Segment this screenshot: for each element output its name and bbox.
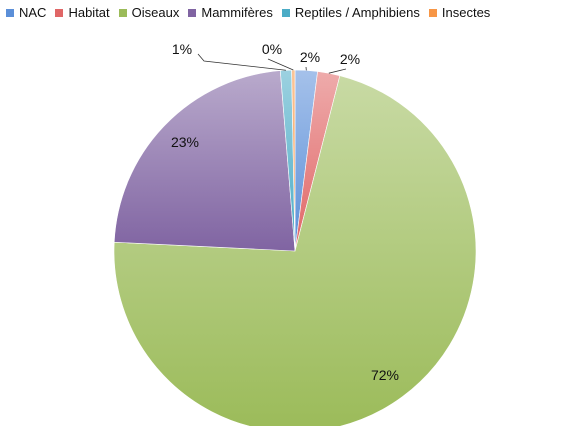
leader-line-habitat: [328, 68, 347, 74]
data-label-oiseaux: 72%: [371, 367, 399, 383]
data-labels: 2% 2% 72% 23% 1% 0%: [171, 41, 399, 383]
data-label-habitat: 2%: [340, 51, 360, 67]
legend-swatch-reptiles-amphibiens: [281, 8, 290, 17]
legend-item-mammiferes: Mammifères: [188, 5, 273, 20]
legend-item-insectes: Insectes: [428, 5, 491, 20]
legend-swatch-nac: [6, 8, 14, 17]
legend-item-reptiles-amphibiens: Reptiles / Amphibiens: [281, 5, 420, 20]
data-label-insectes: 0%: [262, 41, 282, 57]
legend-swatch-habitat: [55, 8, 64, 17]
data-label-reptiles-amphibiens: 1%: [172, 41, 192, 57]
legend-swatch-insectes: [428, 8, 437, 17]
pie-slice-oiseaux: [113, 75, 477, 426]
legend-label-habitat: Habitat: [68, 5, 110, 20]
legend-swatch-oiseaux: [118, 8, 127, 17]
leader-line-reptiles-amphibiens: [197, 53, 286, 71]
legend-label-oiseaux: Oiseaux: [131, 5, 180, 20]
pie-slice-insectes: [291, 69, 296, 252]
leader-lines: [197, 53, 347, 74]
legend-item-nac: NAC: [6, 5, 46, 20]
data-label-mammiferes: 23%: [171, 134, 199, 150]
chart-legend: NAC Habitat Oiseaux Mammifères Reptiles …: [6, 5, 499, 20]
legend-swatch-mammiferes: [188, 8, 197, 17]
pie-slice-mammiferes: [113, 70, 296, 252]
legend-label-mammiferes: Mammifères: [201, 5, 273, 20]
legend-item-habitat: Habitat: [55, 5, 110, 20]
legend-label-insectes: Insectes: [441, 5, 491, 20]
leader-line-insectes: [267, 58, 294, 71]
pie-slices: [113, 69, 477, 426]
legend-label-reptiles-amphibiens: Reptiles / Amphibiens: [294, 5, 420, 20]
legend-item-oiseaux: Oiseaux: [118, 5, 180, 20]
data-label-nac: 2%: [300, 49, 320, 65]
legend-label-nac: NAC: [19, 5, 47, 20]
